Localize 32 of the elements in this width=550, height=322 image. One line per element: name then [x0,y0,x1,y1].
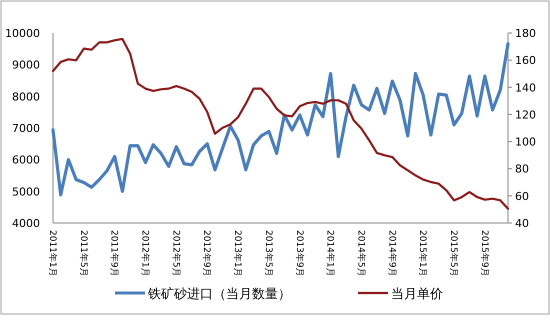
y-tick-label: 5000 [12,185,40,198]
x-tick-label: 2014年9月 [386,230,398,277]
x-tick-label: 2011年5月 [78,230,89,277]
x-tick-label: 2012年5月 [170,230,182,277]
y2-tick-label: 120 [515,108,536,122]
y2-tick-label: 40 [515,217,529,230]
legend-label: 铁矿砂进口（当月数量） [147,287,291,302]
y-tick-label: 9000 [12,58,40,72]
y2-tick-label: 60 [515,190,529,203]
x-tick-label: 2013年1月 [232,230,244,277]
x-tick-label: 2012年9月 [201,230,212,277]
y-tick-label: 10000 [5,27,40,40]
x-tick-label: 2015年9月 [478,230,490,277]
y2-tick-label: 100 [515,136,536,149]
x-tick-label: 2014年1月 [324,230,336,277]
x-tick-label: 2013年9月 [294,230,305,277]
x-tick-label: 2012年1月 [140,230,151,277]
y-tick-label: 7000 [12,122,40,135]
x-tick-label: 2014年5月 [355,230,366,277]
y-tick-label: 4000 [12,217,40,230]
y2-tick-label: 140 [515,81,536,94]
x-tick-label: 2011年9月 [108,230,120,277]
y2-tick-label: 160 [515,54,536,68]
x-tick-label: 2015年1月 [417,230,428,277]
x-tick-label: 2013年5月 [262,230,274,277]
x-tick-label: 2011年1月 [47,230,58,277]
y-tick-label: 8000 [12,90,40,104]
y2-tick-label: 180 [515,27,536,40]
y2-tick-label: 80 [515,162,529,176]
y-tick-label: 6000 [12,154,40,167]
legend-label: 当月单价 [391,287,443,302]
x-tick-label: 2015年5月 [448,230,460,277]
